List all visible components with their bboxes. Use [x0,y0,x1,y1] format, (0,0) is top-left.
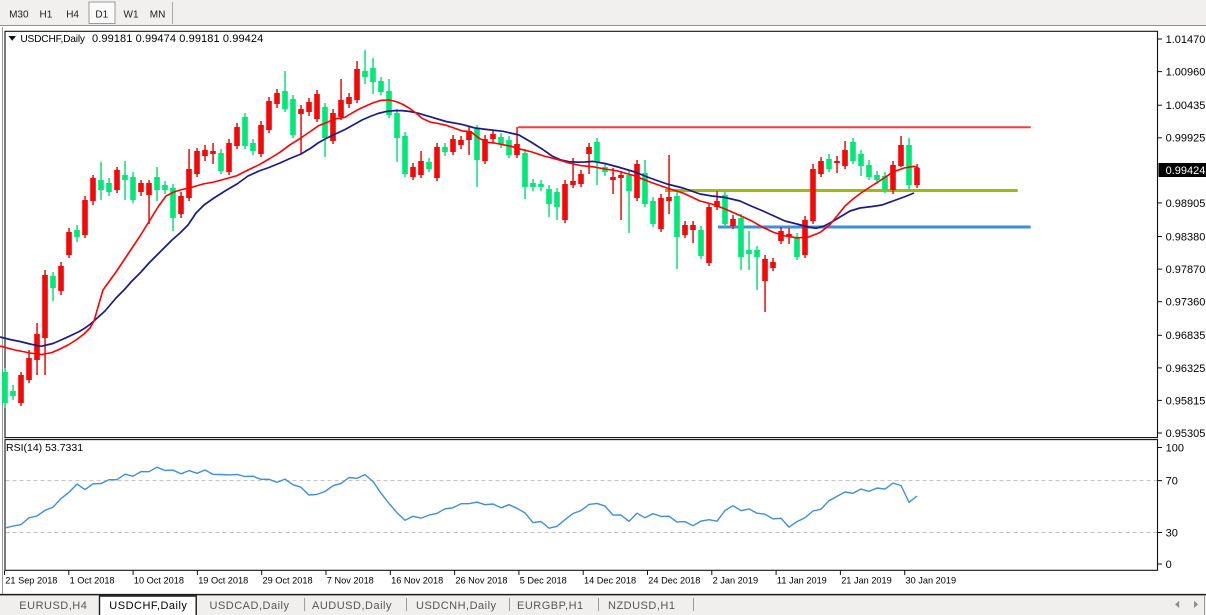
svg-text:USDCAD,Daily: USDCAD,Daily [210,600,290,612]
svg-text:19 Oct 2018: 19 Oct 2018 [198,576,248,586]
svg-text:21 Jan 2019: 21 Jan 2019 [841,576,892,586]
svg-text:24 Dec 2018: 24 Dec 2018 [648,576,700,586]
svg-text:11 Jan 2019: 11 Jan 2019 [777,576,827,586]
svg-text:0.98905: 0.98905 [1166,198,1206,210]
svg-text:14 Dec 2018: 14 Dec 2018 [584,576,636,586]
svg-text:0.99424: 0.99424 [1166,165,1206,177]
svg-text:0.97360: 0.97360 [1166,297,1206,309]
svg-text:USDCHF,Daily: USDCHF,Daily [109,600,187,612]
svg-text:1 Oct 2018: 1 Oct 2018 [70,576,115,586]
svg-text:AUDUSD,Daily: AUDUSD,Daily [312,600,392,612]
svg-text:0.99925: 0.99925 [1166,133,1206,145]
svg-text:H4: H4 [66,9,79,20]
svg-text:70: 70 [1166,476,1178,488]
svg-text:USDCNH,Daily: USDCNH,Daily [416,600,497,612]
svg-text:0.96325: 0.96325 [1166,363,1206,375]
svg-text:2 Jan 2019: 2 Jan 2019 [713,576,758,586]
svg-text:M30: M30 [9,9,29,20]
svg-text:EURGBP,H1: EURGBP,H1 [517,600,584,612]
svg-text:0.97870: 0.97870 [1166,264,1206,276]
svg-text:30: 30 [1166,527,1178,539]
svg-text:26 Nov 2018: 26 Nov 2018 [455,576,507,586]
svg-text:29 Oct 2018: 29 Oct 2018 [263,576,313,586]
svg-text:7 Nov 2018: 7 Nov 2018 [327,576,374,586]
svg-text:RSI(14) 53.7331: RSI(14) 53.7331 [6,442,83,454]
svg-text:1.00960: 1.00960 [1166,67,1206,79]
svg-text:1.00435: 1.00435 [1166,100,1206,112]
svg-text:1.01470: 1.01470 [1166,34,1206,46]
svg-text:USDCHF,Daily: USDCHF,Daily [20,34,85,45]
svg-text:D1: D1 [95,9,108,20]
svg-text:0.95815: 0.95815 [1166,395,1206,407]
svg-text:0.96835: 0.96835 [1166,330,1206,342]
svg-text:NZDUSD,H1: NZDUSD,H1 [608,600,675,612]
svg-text:21 Sep 2018: 21 Sep 2018 [5,576,57,586]
svg-text:EURUSD,H4: EURUSD,H4 [19,600,87,612]
svg-text:30 Jan 2019: 30 Jan 2019 [906,576,957,586]
svg-text:100: 100 [1166,442,1184,454]
svg-text:5 Dec 2018: 5 Dec 2018 [520,576,567,586]
svg-text:MN: MN [150,9,166,20]
svg-text:0.99181 0.99474 0.99181 0.9942: 0.99181 0.99474 0.99181 0.99424 [92,33,263,45]
svg-text:10 Oct 2018: 10 Oct 2018 [134,576,184,586]
svg-text:0.98380: 0.98380 [1166,231,1206,243]
svg-text:W1: W1 [124,9,139,20]
svg-text:0.95305: 0.95305 [1166,428,1206,440]
svg-text:0: 0 [1166,559,1172,571]
svg-text:16 Nov 2018: 16 Nov 2018 [391,576,443,586]
svg-text:H1: H1 [40,9,53,20]
